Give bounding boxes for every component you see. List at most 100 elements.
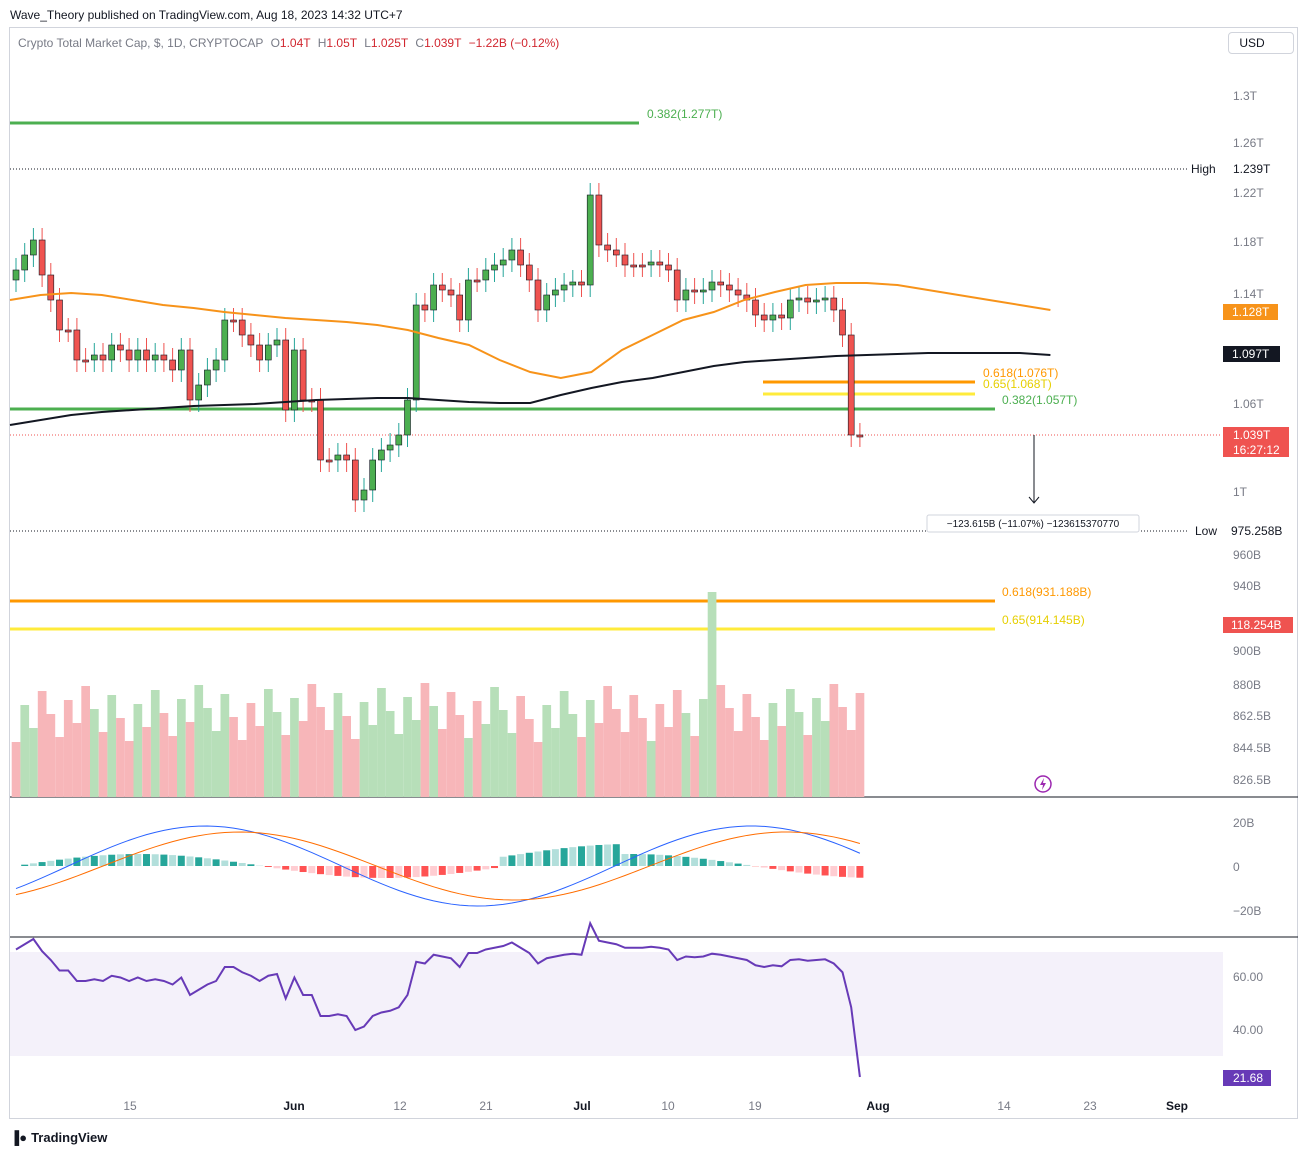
macd-bar (99, 855, 107, 866)
macd-bar (317, 866, 324, 875)
rsi-tag-label: 21.68 (1233, 1071, 1263, 1085)
macd-bar (456, 866, 464, 873)
candle-body (64, 329, 72, 333)
time-tick: 15 (123, 1099, 137, 1113)
lightning-icon[interactable] (1034, 775, 1052, 793)
fib-label-lower-65: 0.65(914.145B) (1002, 613, 1085, 627)
volume-bar (777, 726, 786, 797)
volume-bar (272, 712, 282, 797)
candles[interactable] (12, 183, 864, 512)
measure-label: −123.615B (−11.07%) −123615370770 (947, 519, 1120, 530)
rsi-tick: 60.00 (1233, 970, 1263, 984)
macd-bar (665, 855, 672, 866)
high-value: 1.05T (326, 36, 357, 50)
macd-bar (638, 854, 646, 866)
candle-body (726, 284, 733, 291)
macd-tick: 0 (1233, 860, 1240, 874)
volume-bar (472, 701, 482, 797)
price-tick: 1T (1233, 485, 1248, 499)
price-tick: 1.06T (1233, 397, 1264, 411)
symbol-name[interactable]: Crypto Total Market Cap, $, 1D, CRYPTOCA… (18, 36, 264, 50)
high-tag-label: High (1191, 162, 1216, 176)
macd-bar (856, 866, 864, 878)
macd-bar (90, 855, 98, 866)
price-tick: 826.5B (1233, 773, 1271, 787)
fib-label-mid-382: 0.382(1.057T) (1002, 393, 1077, 407)
volume-bar (446, 692, 456, 797)
macd-bar (725, 862, 733, 866)
volume-bar (516, 696, 525, 797)
macd-bar (125, 854, 133, 866)
macd-bar (673, 856, 681, 866)
macd-line[interactable] (15, 825, 861, 907)
time-axis[interactable]: 15 Jun 12 21 Jul 10 19 Aug 14 23 Sep (123, 1099, 1188, 1113)
rsi-tick: 40.00 (1233, 1023, 1263, 1037)
volume-bar (664, 727, 673, 797)
candle-body (473, 279, 481, 283)
macd-tick: −20B (1233, 904, 1261, 918)
candle-body (491, 264, 498, 271)
time-tick: 10 (661, 1099, 675, 1113)
volume-bar (820, 721, 830, 797)
volume-bar (342, 716, 351, 797)
price-axis[interactable]: 1.3T 1.26T 1.22T 1.18T 1.14T 1.06T 1T 96… (1233, 89, 1271, 787)
volume-area (11, 592, 865, 797)
volume-bar (168, 736, 177, 797)
candle-body (299, 349, 307, 401)
macd-axis[interactable]: 20B 0 −20B (1233, 816, 1261, 918)
fib-label-upper-382: 0.382(1.277T) (647, 107, 722, 121)
candle-body (447, 289, 455, 296)
ema200-line[interactable] (9, 352, 1051, 426)
macd-bar (195, 857, 203, 866)
macd-bar (108, 854, 116, 866)
candle-body (760, 314, 768, 321)
candle-body (56, 299, 63, 331)
time-tick: 23 (1083, 1099, 1097, 1113)
volume-bar (707, 592, 717, 797)
tradingview-icon: ▐● (10, 1130, 28, 1145)
macd-bar (412, 866, 420, 878)
high-label: H (317, 36, 327, 50)
macd-signal-line[interactable] (15, 831, 861, 901)
time-tick: Jul (573, 1099, 590, 1113)
candle-body (47, 274, 55, 301)
macd-bar (430, 866, 438, 876)
volume-bar (385, 711, 395, 797)
fib-label-upper-65: 0.65(1.068T) (983, 377, 1052, 391)
ema50-line[interactable] (9, 282, 1051, 380)
volume-bar (638, 718, 647, 797)
macd-bar (56, 859, 63, 866)
candle-body (543, 294, 551, 311)
volume-bar (733, 731, 743, 797)
macd-bar (82, 856, 90, 866)
candle-body (143, 349, 150, 361)
candle-body (30, 239, 37, 256)
candle-body (325, 459, 333, 463)
candle-body (99, 354, 107, 361)
volume-bar (264, 689, 273, 797)
volume-bar (324, 730, 334, 797)
macd-bar (334, 866, 342, 876)
candle-body (291, 349, 298, 411)
volume-bar (525, 719, 534, 797)
price-tick: 880B (1233, 678, 1261, 692)
macd-bar (369, 866, 377, 878)
volume-bar (768, 703, 778, 797)
volume-bar (725, 708, 734, 797)
currency-button[interactable]: USD (1228, 32, 1294, 54)
macd-bar (691, 857, 699, 866)
volume-bar (246, 703, 256, 797)
rsi-axis[interactable]: 60.00 40.00 (1233, 970, 1263, 1037)
time-tick: 14 (997, 1099, 1011, 1113)
tradingview-logo[interactable]: ▐● TradingView (10, 1130, 107, 1145)
rsi-line[interactable] (15, 920, 861, 1078)
macd-bar (508, 855, 516, 866)
volume-bar (438, 729, 447, 797)
price-tick: 1.3T (1233, 89, 1258, 103)
macd-bar (421, 866, 429, 877)
candle-body (151, 354, 159, 361)
macd-bar (551, 849, 559, 866)
macd-bar (169, 855, 177, 866)
macd-bar (569, 847, 577, 866)
